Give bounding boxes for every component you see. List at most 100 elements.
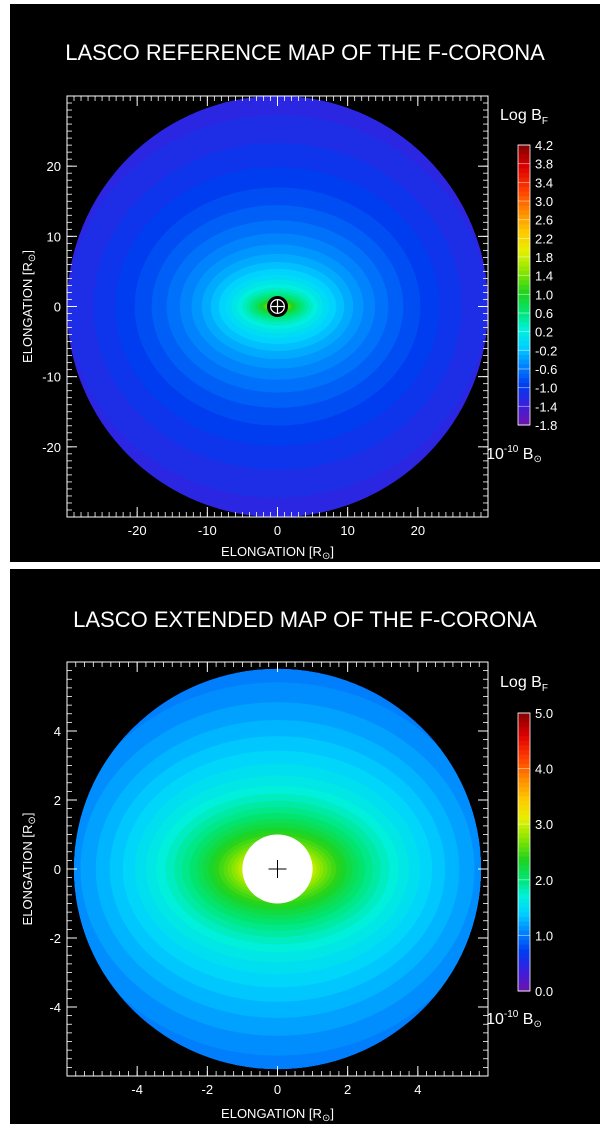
y-tick-label: 2 — [54, 793, 61, 808]
colorbar-segment — [518, 205, 530, 211]
colorbar-segment — [518, 322, 530, 328]
colorbar-segment — [518, 420, 530, 426]
colorbar-tick-label: -1.0 — [535, 381, 557, 396]
colorbar-segment — [518, 870, 530, 876]
y-axis-label-close: ] — [20, 250, 35, 254]
colorbar-segment — [518, 791, 530, 797]
colorbar-segment — [518, 902, 530, 909]
colorbar-tick-label: 3.0 — [535, 817, 553, 832]
x-axis-label: ELONGATION [R⊙] — [221, 1106, 334, 1124]
colorbar-segment — [518, 247, 530, 253]
colorbar-segment — [518, 243, 530, 249]
colorbar-segment — [518, 801, 530, 807]
colorbar-segment — [518, 884, 530, 890]
colorbar-segment — [518, 215, 530, 221]
colorbar-segment — [518, 313, 530, 319]
colorbar-segment — [518, 847, 530, 853]
colorbar-tick-label: 1.0 — [535, 928, 553, 943]
colorbar-segment — [518, 981, 530, 987]
colorbar-segment — [518, 745, 530, 751]
colorbar-segment — [518, 191, 530, 197]
colorbar-segment — [518, 777, 530, 784]
colorbar-segment — [518, 252, 530, 258]
colorbar-unit-sun-symbol: ⊙ — [533, 454, 541, 465]
colorbar-segment — [518, 154, 530, 160]
colorbar-segment — [518, 299, 530, 305]
colorbar-segment — [518, 378, 530, 384]
colorbar-segment — [518, 224, 530, 230]
colorbar-segment — [518, 759, 530, 765]
colorbar-segment — [518, 261, 530, 267]
colorbar-segment — [518, 345, 530, 351]
colorbar-segment — [518, 406, 530, 412]
colorbar-tick-label: 0.2 — [535, 325, 553, 340]
colorbar-segment — [518, 294, 530, 300]
y-axis-label: ELONGATION [R⊙] — [20, 250, 38, 363]
colorbar-segment — [518, 387, 530, 393]
colorbar-tick-label: 4.2 — [535, 138, 553, 153]
colorbar-segment — [518, 177, 530, 183]
colorbar-segment — [518, 317, 530, 323]
colorbar-segment — [518, 787, 530, 793]
colorbar-segment — [518, 168, 530, 174]
colorbar-segment — [518, 977, 530, 983]
colorbar-segment — [518, 289, 530, 295]
colorbar-segment — [518, 907, 530, 913]
colorbar-segment — [518, 782, 530, 788]
colorbar-tick-label: 0.6 — [535, 306, 553, 321]
colorbar-segment — [518, 369, 530, 375]
colorbar-segment — [518, 796, 530, 802]
extended-map-panel: LASCO EXTENDED MAP OF THE F-CORONA -4 -2 0… — [10, 569, 600, 1124]
colorbar-tick-label: 1.4 — [535, 269, 553, 284]
colorbar-tick-label: -1.8 — [535, 418, 557, 433]
x-tick-label: 10 — [340, 523, 354, 538]
colorbar-segment — [518, 754, 530, 760]
x-tick-label: -4 — [131, 1082, 143, 1097]
colorbar-segment — [518, 401, 530, 407]
extended-map-chart: LASCO EXTENDED MAP OF THE F-CORONA -4 -2 0… — [20, 607, 553, 1124]
colorbar-segment — [518, 415, 530, 421]
x-axis-label-sun-symbol: ⊙ — [322, 551, 330, 562]
colorbar-tick-label: -0.2 — [535, 343, 557, 358]
y-tick-label: 4 — [54, 724, 61, 739]
colorbar-tick-label: 2.6 — [535, 213, 553, 228]
reference-map-chart: LASCO REFERENCE MAP OF THE F-CORONA -20 -… — [20, 40, 557, 562]
colorbar-segment — [518, 972, 530, 978]
colorbar-segment — [518, 944, 530, 950]
x-tick-label: -20 — [128, 523, 147, 538]
colorbar-segment — [518, 740, 530, 747]
colorbar-segment — [518, 308, 530, 314]
colorbar-segment — [518, 182, 530, 188]
colorbar-segment — [518, 814, 530, 821]
colorbar-segment — [518, 879, 530, 886]
colorbar-segment — [518, 926, 530, 932]
colorbar-segment — [518, 912, 530, 918]
colorbar-segment — [518, 159, 530, 165]
colorbar-segment — [518, 713, 530, 719]
y-tick-label: -10 — [42, 370, 61, 385]
colorbar-segment — [518, 842, 530, 848]
colorbar-segment — [518, 201, 530, 207]
colorbar-segment — [518, 986, 530, 992]
colorbar-segment — [518, 173, 530, 179]
x-axis-label: ELONGATION [R⊙] — [221, 544, 334, 562]
colorbar-segment — [518, 828, 530, 835]
colorbar-unit: 10-10 B⊙ — [486, 1009, 542, 1030]
x-tick-label: -2 — [202, 1082, 214, 1097]
colorbar-segment — [518, 898, 530, 904]
colorbar-segment — [518, 266, 530, 272]
colorbar-segment — [518, 271, 530, 277]
colorbar-segment — [518, 383, 530, 389]
colorbar-segment — [518, 275, 530, 281]
y-tick-label: 0 — [54, 862, 61, 877]
colorbar-segment — [518, 856, 530, 862]
colorbar-unit-exponent: -10 — [504, 1009, 519, 1020]
colorbar-segment — [518, 824, 530, 830]
colorbar-segment — [518, 350, 530, 356]
y-axis-label: ELONGATION [R⊙] — [20, 813, 38, 926]
colorbar-segment — [518, 331, 530, 337]
colorbar-segment — [518, 731, 530, 737]
colorbar-segment — [518, 392, 530, 398]
colorbar-tick-label: 4.0 — [535, 762, 553, 777]
colorbar-segment — [518, 893, 530, 899]
